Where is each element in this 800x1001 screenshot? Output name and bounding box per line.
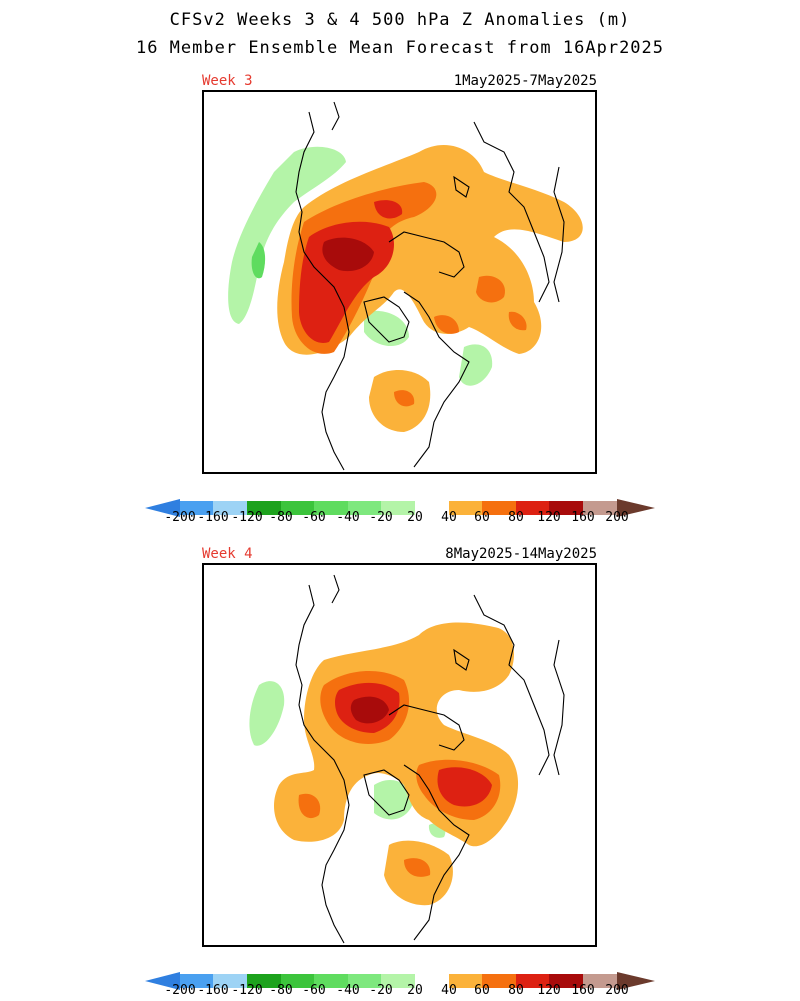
map-title: CFSv2 Weeks 3 & 4 500 hPa Z Anomalies (m…	[169, 10, 631, 30]
week3-negative-anomaly-core	[251, 242, 266, 279]
colorbar-tick-label: 20	[407, 983, 423, 998]
week4-colorbar-cell	[314, 974, 348, 988]
week4-dates: 8May2025-14May2025	[445, 546, 597, 562]
week4-colorbar-cell	[583, 974, 617, 988]
colorbar-tick-label: -200	[164, 983, 196, 998]
colorbar-tick-label: -160	[197, 510, 229, 525]
colorbar-tick-label: 60	[474, 510, 490, 525]
colorbar-tick-label: -20	[369, 510, 393, 525]
week4-colorbar	[145, 972, 655, 990]
week3-map	[202, 90, 597, 474]
colorbar-tick-label: 80	[508, 983, 524, 998]
week3-negative-anomaly	[364, 310, 409, 347]
week3-label: Week 3	[202, 73, 253, 89]
week3-colorbar-cell	[348, 501, 381, 515]
week4-positive-anomaly-120	[350, 696, 389, 724]
week4-label: Week 4	[202, 546, 253, 562]
colorbar-tick-label: 200	[605, 510, 629, 525]
week4-colorbar-cell	[247, 974, 281, 988]
colorbar-tick-label: 200	[605, 983, 629, 998]
week4-colorbar-cell	[348, 974, 381, 988]
colorbar-tick-label: -120	[231, 983, 263, 998]
week3-colorbar-cell	[247, 501, 281, 515]
colorbar-tick-label: -40	[336, 983, 360, 998]
week3-positive-anomaly-60	[394, 390, 415, 407]
week3-dates: 1May2025-7May2025	[453, 73, 597, 89]
week3-colorbar-cell	[381, 501, 415, 515]
week4-colorbar-cell	[180, 974, 213, 988]
colorbar-tick-label: -40	[336, 510, 360, 525]
colorbar-tick-label: 160	[571, 983, 595, 998]
week4-colorbar-cell	[516, 974, 549, 988]
week3-colorbar-cell	[415, 501, 449, 515]
colorbar-tick-label: 40	[441, 510, 457, 525]
week4-colorbar-over-triangle	[617, 972, 655, 990]
colorbar-tick-label: -80	[269, 510, 293, 525]
week4-colorbar-cell	[549, 974, 583, 988]
week4-colorbar-cell	[213, 974, 247, 988]
week3-colorbar-cell	[449, 501, 482, 515]
colorbar-tick-label: -120	[231, 510, 263, 525]
colorbar-tick-label: 80	[508, 510, 524, 525]
colorbar-tick-label: -60	[302, 510, 326, 525]
week4-colorbar-cell	[482, 974, 516, 988]
week3-negative-anomaly	[228, 146, 346, 324]
week3-positive-anomaly-80	[374, 200, 403, 219]
colorbar-tick-label: 120	[537, 510, 561, 525]
colorbar-tick-label: -60	[302, 983, 326, 998]
week4-negative-anomaly	[249, 681, 285, 746]
colorbar-tick-label: 40	[441, 983, 457, 998]
week4-colorbar-labels: -200 -160 -120 -80 -60 -40 -20 20 40 60 …	[143, 983, 657, 999]
colorbar-tick-label: 120	[537, 983, 561, 998]
colorbar-tick-label: -160	[197, 983, 229, 998]
week3-colorbar	[145, 499, 655, 517]
week4-colorbar-cell	[281, 974, 314, 988]
week4-colorbar-under-triangle	[145, 972, 180, 990]
week4-colorbar-cell	[415, 974, 449, 988]
week4-colorbar-cell	[449, 974, 482, 988]
week4-positive-anomaly-80	[437, 767, 492, 807]
week3-colorbar-cell	[516, 501, 549, 515]
week3-positive-anomaly-60	[476, 275, 505, 303]
week4-map	[202, 563, 597, 947]
colorbar-tick-label: -200	[164, 510, 196, 525]
colorbar-tick-label: -20	[369, 983, 393, 998]
week3-colorbar-cell	[281, 501, 314, 515]
week3-colorbar-cell	[314, 501, 348, 515]
week3-colorbar-cell	[180, 501, 213, 515]
week3-coastlines	[295, 101, 565, 471]
week3-colorbar-cell	[482, 501, 516, 515]
colorbar-tick-label: 160	[571, 510, 595, 525]
week3-positive-anomaly-120	[322, 237, 374, 272]
colorbar-tick-label: 20	[407, 510, 423, 525]
week3-negative-anomaly	[459, 344, 493, 386]
week3-colorbar-cell	[549, 501, 583, 515]
map-subtitle: 16 Member Ensemble Mean Forecast from 16…	[135, 38, 665, 58]
week3-colorbar-under-triangle	[145, 499, 180, 517]
colorbar-tick-label: 60	[474, 983, 490, 998]
week4-positive-anomaly-60	[404, 858, 431, 877]
week3-colorbar-over-triangle	[617, 499, 655, 517]
week3-colorbar-cell	[213, 501, 247, 515]
week4-coastlines	[295, 574, 565, 944]
week3-colorbar-cell	[583, 501, 617, 515]
week3-positive-anomaly-60	[434, 315, 459, 334]
week4-colorbar-cell	[381, 974, 415, 988]
week4-positive-anomaly-60	[298, 793, 321, 819]
week3-positive-anomaly-60	[508, 311, 527, 331]
colorbar-tick-label: -80	[269, 983, 293, 998]
week3-colorbar-labels: -200 -160 -120 -80 -60 -40 -20 20 40 60 …	[143, 510, 657, 526]
